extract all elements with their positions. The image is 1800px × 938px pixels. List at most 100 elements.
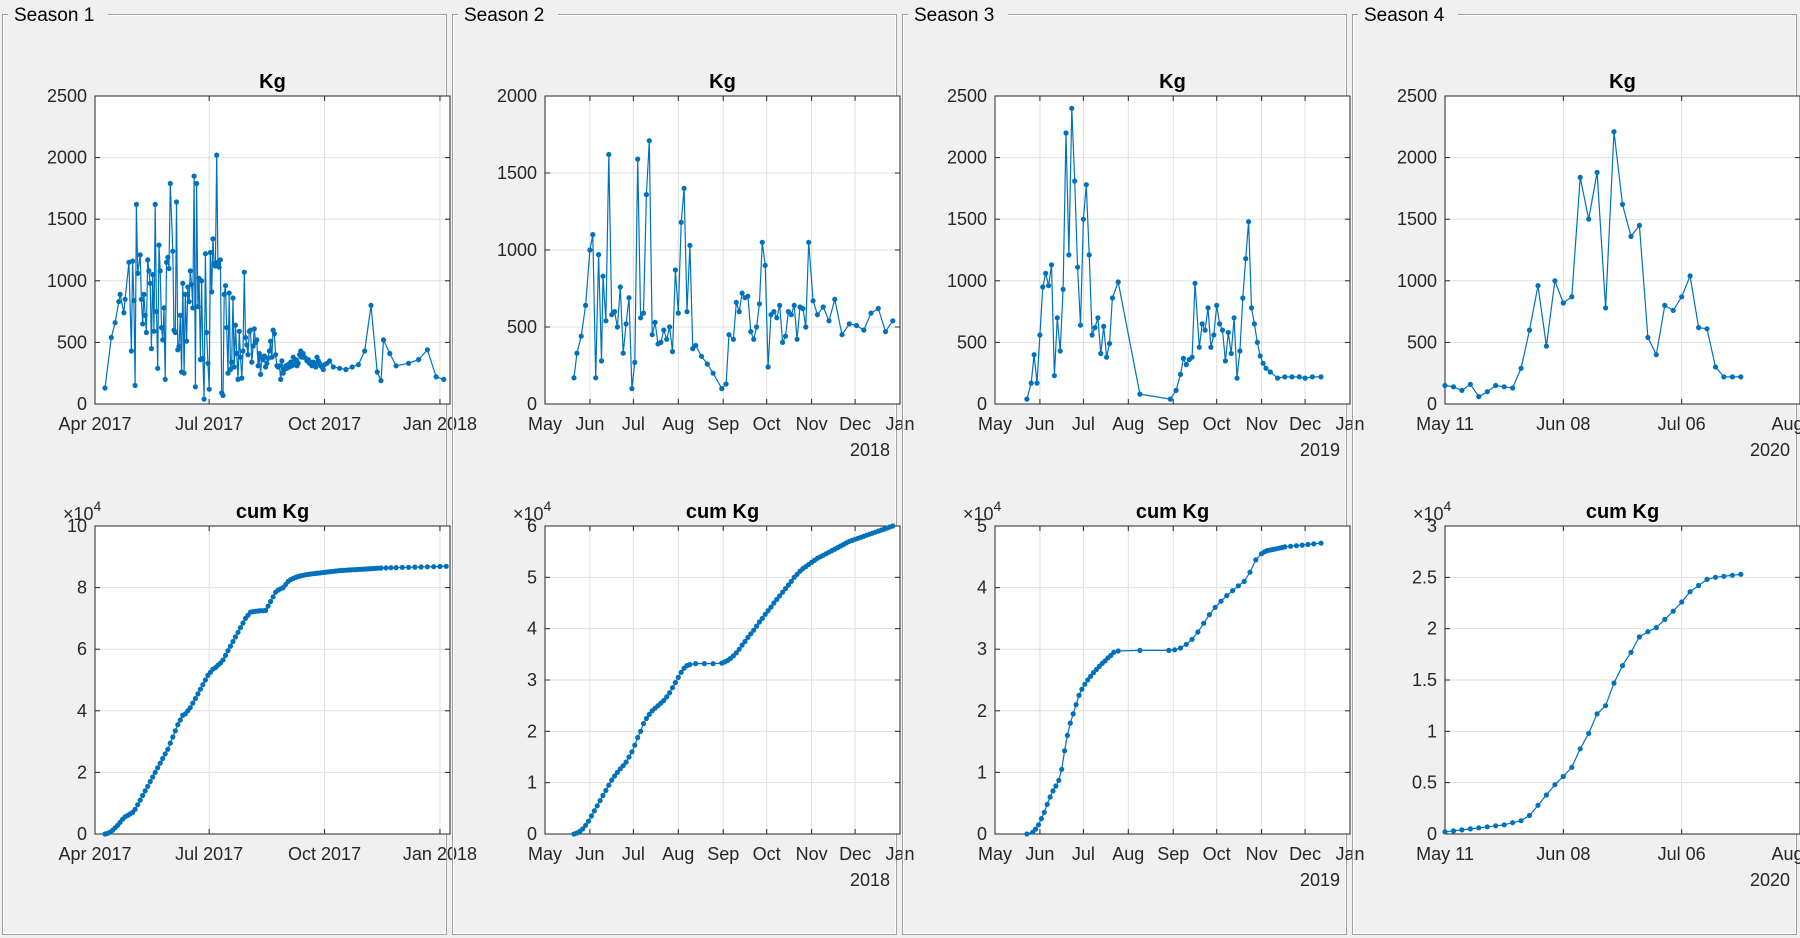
data-point xyxy=(269,354,275,360)
x-tick-label: Jul xyxy=(622,414,645,434)
data-point xyxy=(337,365,343,371)
data-point xyxy=(710,661,716,667)
data-point xyxy=(1577,746,1583,752)
data-point xyxy=(1035,822,1042,828)
y-exponent-label: ×104 xyxy=(63,498,102,524)
season-panel: Season 2 May Jun Jul Aug Sep Oct Nov Dec Jan 0 500 1… xyxy=(452,2,915,935)
data-point xyxy=(165,746,171,752)
data-point xyxy=(147,280,153,286)
data-point xyxy=(777,302,783,308)
data-point xyxy=(658,339,664,345)
data-point xyxy=(216,264,222,270)
x-tick-label: Sep xyxy=(707,844,739,864)
data-point xyxy=(1721,374,1727,380)
data-point xyxy=(195,691,201,697)
data-point xyxy=(204,329,210,336)
data-point xyxy=(1111,649,1117,655)
data-point xyxy=(266,348,272,354)
data-point xyxy=(140,321,146,327)
data-point xyxy=(820,304,826,310)
data-point xyxy=(227,366,234,373)
data-point xyxy=(640,721,647,727)
data-point xyxy=(693,661,699,667)
x-tick-label: May xyxy=(978,844,1012,864)
data-point xyxy=(229,359,235,365)
data-point xyxy=(1251,321,1257,327)
data-point xyxy=(200,355,206,361)
panel-title: Season 4 xyxy=(1364,5,1445,26)
data-point xyxy=(153,309,160,315)
data-point xyxy=(214,152,220,158)
data-point xyxy=(399,564,405,571)
x-tick-label: Aug xyxy=(662,414,694,434)
data-point xyxy=(1687,589,1693,595)
data-point xyxy=(1180,355,1186,361)
data-point xyxy=(1217,321,1223,327)
data-point xyxy=(578,333,584,339)
data-point xyxy=(165,254,171,260)
data-point xyxy=(235,629,241,635)
data-point xyxy=(710,370,716,376)
data-point xyxy=(853,322,860,329)
data-point xyxy=(1586,216,1592,222)
data-point xyxy=(1208,344,1214,350)
data-point xyxy=(224,325,230,331)
data-point xyxy=(330,364,336,370)
y-tick-label: 4 xyxy=(977,578,987,598)
data-point xyxy=(1493,823,1499,829)
plot-area xyxy=(995,526,1350,834)
data-point xyxy=(155,365,161,371)
y-exponent-label: ×104 xyxy=(513,498,552,524)
data-point xyxy=(1034,380,1040,386)
data-point xyxy=(745,293,751,299)
data-point xyxy=(1177,371,1184,377)
data-point xyxy=(623,321,629,327)
data-point xyxy=(1028,380,1034,386)
data-point xyxy=(270,594,276,600)
axes-title: Kg xyxy=(1159,71,1186,93)
data-point xyxy=(678,669,684,675)
data-point xyxy=(1092,325,1098,331)
data-point xyxy=(629,386,635,392)
x-tick-label: Jul 2017 xyxy=(175,844,243,864)
data-point xyxy=(441,376,447,382)
data-point xyxy=(250,343,256,349)
data-point xyxy=(1305,541,1311,548)
data-point xyxy=(1729,572,1735,578)
panel-frame xyxy=(1352,14,1797,935)
data-point xyxy=(264,360,270,366)
y-tick-label: 2000 xyxy=(47,148,87,168)
x-tick-label: May xyxy=(978,414,1012,434)
data-point xyxy=(1712,574,1719,580)
x-tick-label: Nov xyxy=(796,414,828,434)
data-point xyxy=(672,267,679,273)
x-tick-label: May xyxy=(528,844,562,864)
data-point xyxy=(1054,315,1060,321)
data-point xyxy=(1082,681,1088,687)
data-point xyxy=(614,769,621,776)
data-point xyxy=(1526,327,1533,333)
data-point xyxy=(1679,294,1685,300)
panel-title: Season 3 xyxy=(914,5,994,26)
data-point xyxy=(759,239,765,245)
data-point xyxy=(687,662,693,668)
data-point xyxy=(433,374,439,380)
axes: May Jun Jul Aug Sep Oct Nov Dec Jan 0 500 1000 1500 2… xyxy=(497,71,915,460)
data-point xyxy=(777,593,783,599)
data-point xyxy=(632,359,638,365)
data-point xyxy=(416,357,422,363)
data-point xyxy=(138,296,144,302)
data-point xyxy=(596,252,602,258)
data-point xyxy=(393,565,399,571)
data-point xyxy=(1079,686,1085,692)
data-point xyxy=(1670,307,1676,313)
data-point xyxy=(661,327,667,333)
data-point xyxy=(143,329,149,336)
data-point xyxy=(751,627,757,633)
data-point xyxy=(736,646,742,652)
x-tick-label: Oct xyxy=(753,844,781,864)
data-point xyxy=(181,370,187,376)
data-point xyxy=(1202,327,1208,333)
axes: May Jun Jul Aug Sep Oct Nov Dec Jan 0 1 2 3 4 5 6 2018 ×1… xyxy=(513,498,915,890)
season-panel: Season 1 Apr 2017 Jul 2017 Oct 2017 Jan 2018… xyxy=(2,2,477,935)
